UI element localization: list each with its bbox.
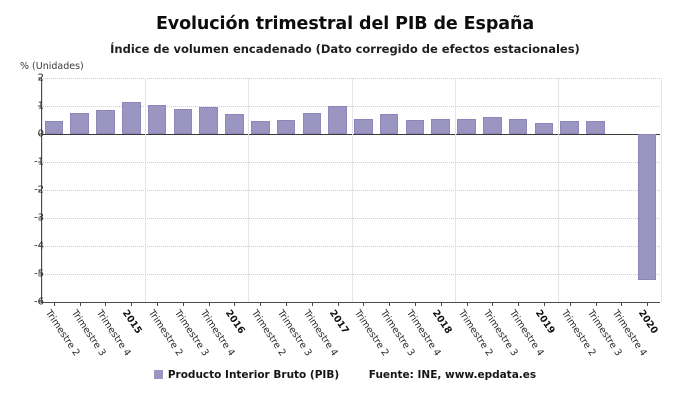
legend-series-label: Producto Interior Bruto (PIB) [167, 369, 340, 381]
y-axis-tick-mark [38, 217, 42, 219]
gridline-vertical [557, 78, 559, 302]
x-axis-tick-mark [569, 302, 571, 306]
gridline-vertical [145, 78, 147, 302]
x-axis-line [41, 302, 660, 303]
x-axis-tick-mark [466, 302, 468, 306]
bar[interactable] [70, 113, 89, 134]
bar-series [41, 78, 660, 302]
gridline-horizontal [42, 106, 660, 107]
x-axis-tick-mark [260, 302, 262, 306]
bar[interactable] [457, 118, 476, 134]
x-axis-tick-mark [337, 302, 339, 306]
source-label: Fuente: INE, www.epdata.es [368, 369, 537, 381]
x-axis-tick-mark [311, 302, 313, 306]
x-axis-tick-mark [79, 302, 81, 306]
x-axis-year-label: 2020 [635, 308, 660, 337]
bar[interactable] [508, 118, 528, 134]
x-axis-tick-mark [208, 302, 210, 306]
bar[interactable] [483, 117, 502, 134]
x-axis-tick-mark [105, 302, 107, 306]
gridline-horizontal [42, 274, 660, 275]
x-axis-tick-mark [440, 302, 442, 306]
page-title: Evolución trimestral del PIB de España [155, 14, 535, 34]
bar[interactable] [534, 122, 554, 134]
x-axis-tick-mark [131, 302, 133, 306]
gridline-vertical [248, 78, 250, 302]
bar[interactable] [96, 110, 115, 134]
x-axis-tick-mark [595, 302, 597, 306]
x-axis-year-label: 2018 [429, 308, 454, 337]
x-axis-year-label: 2019 [532, 308, 557, 337]
bar[interactable] [121, 101, 141, 134]
chart-subtitle: Índice de volumen encadenado (Dato corre… [110, 42, 580, 56]
bar[interactable] [379, 114, 399, 134]
gridline-horizontal [42, 190, 660, 191]
y-axis-tick-mark [38, 273, 42, 275]
bar[interactable] [225, 114, 244, 134]
gridline-vertical [42, 78, 43, 302]
zero-baseline [42, 134, 660, 135]
x-axis-year-label: 2015 [120, 308, 145, 337]
gridline-vertical [454, 78, 456, 302]
gridline-vertical [351, 78, 353, 302]
x-axis-tick-mark [621, 302, 623, 306]
y-axis-tick-mark [38, 77, 42, 79]
y-axis-tick-mark [38, 133, 42, 135]
x-axis-tick-mark [182, 302, 184, 306]
y-axis-tick-mark [38, 301, 42, 303]
y-axis-unit-label: % (Unidades) [20, 61, 84, 72]
legend-item-pib: Producto Interior Bruto (PIB) [153, 369, 343, 381]
x-axis-tick-mark [647, 302, 649, 306]
gridline-horizontal [42, 162, 660, 163]
x-axis-tick-mark [492, 302, 494, 306]
gridline-horizontal [42, 246, 660, 247]
y-axis-tick-mark [38, 161, 42, 163]
x-axis-tick-mark [363, 302, 365, 306]
bar[interactable] [276, 120, 296, 134]
chart-legend: Producto Interior Bruto (PIB) Fuente: IN… [0, 369, 690, 381]
bar[interactable] [560, 121, 579, 134]
bar[interactable] [586, 121, 605, 134]
x-axis-tick-mark [157, 302, 159, 306]
x-axis-tick-mark [53, 302, 55, 306]
x-axis-tick-mark [286, 302, 288, 306]
bar[interactable] [302, 113, 322, 134]
bar[interactable] [328, 106, 347, 134]
x-axis-tick-mark [234, 302, 236, 306]
bar[interactable] [173, 108, 193, 134]
x-axis-tick-mark [389, 302, 391, 306]
bar[interactable] [250, 121, 270, 134]
bar[interactable] [147, 104, 167, 134]
x-axis-tick-mark [543, 302, 545, 306]
y-axis-tick-mark [38, 245, 42, 247]
bar[interactable] [405, 120, 425, 134]
gridline-horizontal [42, 78, 660, 79]
y-axis-tick-mark [38, 189, 42, 191]
gridline-horizontal [42, 218, 660, 219]
y-axis-tick-mark [38, 105, 42, 107]
bar[interactable] [199, 107, 218, 134]
gridline-vertical [661, 78, 662, 302]
x-axis-year-label: 2016 [223, 308, 248, 337]
x-axis-tick-mark [518, 302, 520, 306]
x-axis-tick-mark [414, 302, 416, 306]
bar[interactable] [637, 134, 657, 280]
x-axis-year-label: 2017 [326, 308, 351, 337]
bar[interactable] [354, 118, 373, 134]
bar[interactable] [44, 121, 64, 134]
bar[interactable] [431, 118, 451, 134]
legend-swatch-icon [153, 370, 163, 379]
